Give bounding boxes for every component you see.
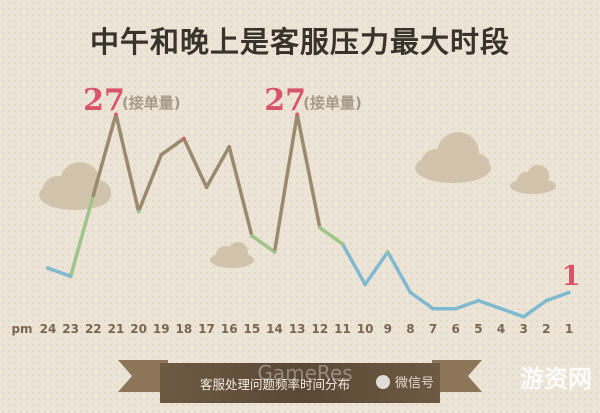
series-line-segment (453, 298, 481, 311)
cloud-icon (510, 165, 556, 194)
series-line-segment (46, 266, 73, 279)
x-tick-label: 23 (62, 322, 79, 336)
watermark-faint: GameRes (257, 361, 352, 385)
x-tick-label: 20 (130, 322, 147, 336)
peak-unit-label: (接单量) (122, 94, 181, 112)
x-tick-label: 10 (357, 322, 374, 336)
x-tick-label: 16 (221, 322, 238, 336)
series-line-segment (159, 136, 186, 157)
data-point (476, 298, 481, 303)
watermark-wechat: 微信号 (395, 376, 434, 391)
series-line-segment (204, 144, 231, 189)
data-point (453, 306, 458, 311)
data-point (363, 282, 367, 287)
data-point (385, 250, 390, 254)
data-point (68, 274, 73, 279)
wechat-icon (376, 375, 390, 389)
x-tick-label: 5 (474, 322, 482, 336)
data-point (159, 153, 164, 157)
series-line-segment (544, 290, 571, 303)
data-point (91, 193, 96, 198)
x-tick-label: 6 (452, 322, 460, 336)
data-point (431, 306, 435, 311)
series-line-segment (318, 225, 345, 246)
chart-title: 中午和晚上是客服压力最大时段 (90, 25, 510, 59)
data-point (295, 112, 299, 117)
data-point (408, 290, 413, 295)
series-line-segment (499, 306, 526, 319)
cloud-icon (39, 162, 111, 210)
series-line-segment (227, 144, 254, 238)
x-tick-label: 2 (542, 322, 550, 336)
x-tick-label: 13 (289, 322, 306, 336)
data-point (544, 298, 549, 303)
watermark: GameRes 微信号 游资网 (257, 361, 592, 393)
series-line-segment (476, 298, 503, 311)
cloud-icon (210, 242, 254, 268)
peak-unit-label: (接单量) (303, 94, 362, 112)
x-tick-label: 9 (384, 322, 392, 336)
data-point (227, 144, 232, 149)
data-point (318, 225, 322, 230)
series-line-segment (340, 242, 367, 287)
x-tick-label: 8 (406, 322, 414, 336)
series-line-segment (295, 112, 322, 230)
peak-value-label: 27 (83, 83, 125, 118)
data-point (567, 290, 571, 295)
x-tick-label: 18 (176, 322, 193, 336)
series-line-segment (272, 112, 299, 254)
data-point (272, 250, 277, 254)
series-line-segment (386, 250, 413, 295)
x-tick-label: 3 (520, 322, 528, 336)
x-tick-label: 7 (429, 322, 437, 336)
series-line-segment (408, 290, 435, 311)
series-line-segment (363, 250, 390, 287)
end-value-label: 1 (562, 261, 581, 292)
series-line-segment (136, 153, 164, 214)
x-tick-label: 1 (565, 322, 573, 336)
x-tick-label: 22 (85, 322, 102, 336)
cloud-icon (415, 132, 491, 183)
peak-value-label: 27 (264, 83, 306, 118)
data-point (136, 209, 141, 214)
data-point (114, 112, 118, 117)
banner-text: 客服处理问题频率时间分布 (200, 377, 350, 392)
data-point (204, 185, 209, 189)
x-tick-label: 12 (311, 322, 328, 336)
banner: 客服处理问题频率时间分布 (118, 360, 482, 403)
x-tick-label: 15 (244, 322, 261, 336)
series-line-segment (250, 234, 277, 254)
data-point (499, 306, 503, 311)
x-tick-label: 19 (153, 322, 170, 336)
x-prefix-label: pm (11, 322, 32, 336)
x-tick-label: 21 (108, 322, 125, 336)
series-line-segment (68, 193, 96, 279)
x-tick-label: 14 (266, 322, 283, 336)
data-point (46, 266, 50, 271)
data-point (340, 242, 345, 246)
x-tick-label: 24 (40, 322, 57, 336)
data-point (182, 136, 186, 141)
series-line-segment (521, 298, 549, 319)
series-line-segment (91, 112, 118, 198)
series-line-segment (182, 136, 209, 189)
x-tick-label: 17 (198, 322, 215, 336)
series-line-segment (114, 112, 141, 214)
x-tick-label: 11 (334, 322, 351, 336)
x-tick-label: 4 (497, 322, 505, 336)
watermark-site: 游资网 (520, 365, 592, 393)
data-point (250, 234, 254, 238)
data-point (521, 315, 526, 319)
